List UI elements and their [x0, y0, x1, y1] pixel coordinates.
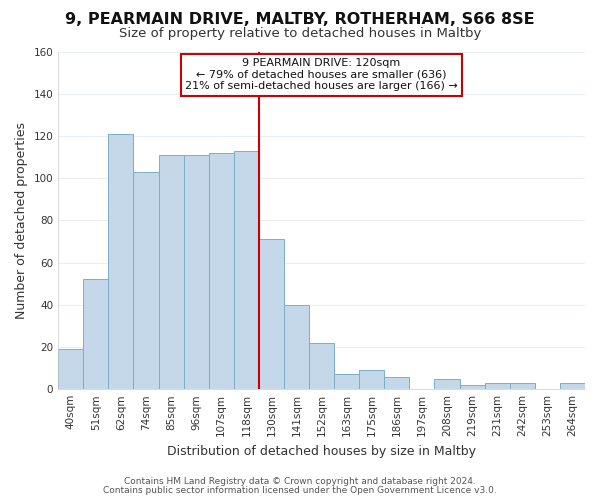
Bar — [284, 305, 309, 389]
Text: Contains public sector information licensed under the Open Government Licence v3: Contains public sector information licen… — [103, 486, 497, 495]
Bar — [158, 155, 184, 389]
Bar — [460, 385, 485, 389]
Text: 9 PEARMAIN DRIVE: 120sqm
← 79% of detached houses are smaller (636)
21% of semi-: 9 PEARMAIN DRIVE: 120sqm ← 79% of detach… — [185, 58, 458, 92]
Bar — [234, 150, 259, 389]
Bar — [109, 134, 133, 389]
Bar — [83, 280, 109, 389]
Bar — [359, 370, 385, 389]
Bar — [184, 155, 209, 389]
Bar — [434, 378, 460, 389]
Text: 9, PEARMAIN DRIVE, MALTBY, ROTHERHAM, S66 8SE: 9, PEARMAIN DRIVE, MALTBY, ROTHERHAM, S6… — [65, 12, 535, 28]
Bar — [58, 349, 83, 389]
Y-axis label: Number of detached properties: Number of detached properties — [15, 122, 28, 319]
X-axis label: Distribution of detached houses by size in Maltby: Distribution of detached houses by size … — [167, 444, 476, 458]
Bar — [510, 383, 535, 389]
Bar — [334, 374, 359, 389]
Text: Contains HM Land Registry data © Crown copyright and database right 2024.: Contains HM Land Registry data © Crown c… — [124, 477, 476, 486]
Bar — [309, 342, 334, 389]
Text: Size of property relative to detached houses in Maltby: Size of property relative to detached ho… — [119, 28, 481, 40]
Bar — [259, 240, 284, 389]
Bar — [560, 383, 585, 389]
Bar — [133, 172, 158, 389]
Bar — [209, 153, 234, 389]
Bar — [385, 376, 409, 389]
Bar — [485, 383, 510, 389]
